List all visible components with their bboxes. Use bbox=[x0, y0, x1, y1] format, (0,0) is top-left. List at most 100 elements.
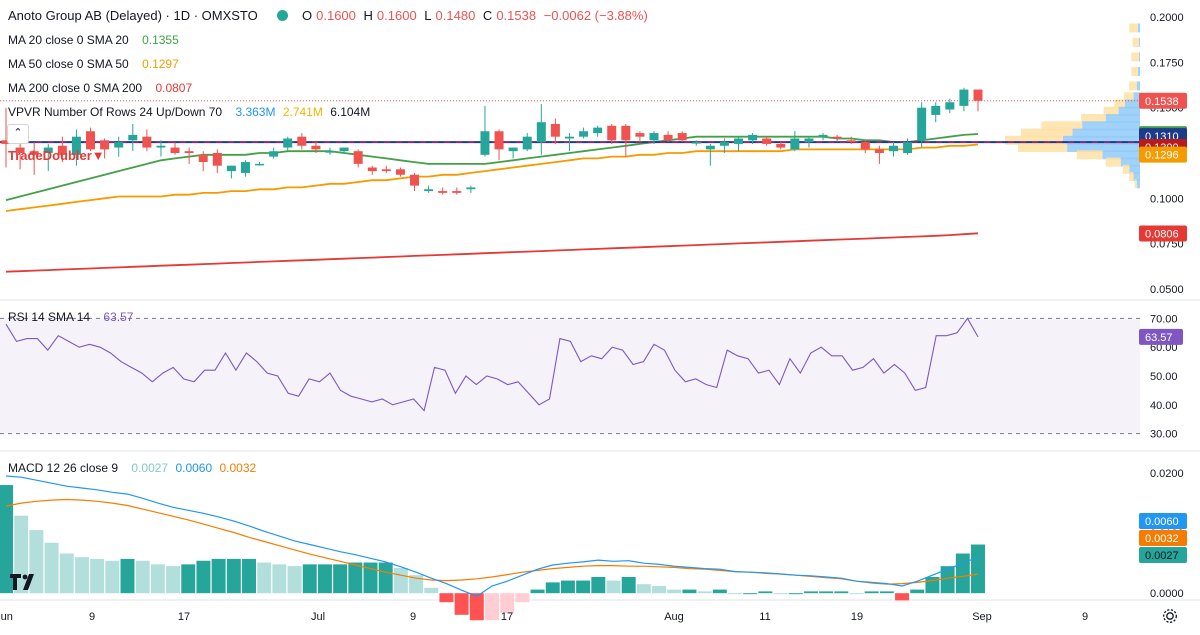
legend-rsi-label: RSI 14 SMA 14 bbox=[8, 310, 91, 324]
legend-macd[interactable]: MACD 12 26 close 9 0.0027 0.0060 0.0032 bbox=[8, 461, 260, 475]
macd-histogram-bar bbox=[120, 558, 135, 594]
vpvr-down-bar bbox=[1132, 37, 1139, 47]
ohlc-h-label: H bbox=[363, 8, 373, 23]
candle-body bbox=[593, 127, 603, 134]
vpvr-up-bar bbox=[1067, 143, 1140, 153]
vpvr-down-bar bbox=[1129, 172, 1134, 182]
legend-ma50[interactable]: MA 50 close 0 SMA 50 0.1297 bbox=[8, 57, 183, 71]
candle-body bbox=[381, 169, 391, 172]
vpvr-up-bar bbox=[1125, 99, 1140, 109]
candle-body bbox=[917, 107, 927, 141]
candle-body bbox=[269, 151, 279, 157]
candle-body bbox=[888, 145, 898, 152]
macd-histogram-bar bbox=[363, 562, 378, 594]
macd-label-text: 0.0060 bbox=[1145, 516, 1179, 528]
price-label-text: 0.1538 bbox=[1145, 96, 1179, 108]
macd-histogram-bar bbox=[500, 593, 515, 614]
candle-body bbox=[790, 138, 800, 150]
time-axis-tick: 17 bbox=[501, 611, 513, 623]
macd-histogram-bar bbox=[803, 591, 818, 594]
market-status-icon bbox=[277, 10, 289, 21]
rsi-band bbox=[0, 318, 1140, 434]
candle-body bbox=[100, 140, 110, 150]
macd-histogram-bar bbox=[895, 593, 910, 601]
time-axis-tick: 9 bbox=[1082, 611, 1088, 623]
macd-histogram-bar bbox=[515, 593, 530, 603]
candle-body bbox=[550, 124, 560, 137]
macd-histogram-bar bbox=[0, 485, 13, 594]
candle-body bbox=[536, 122, 546, 143]
macd-histogram-bar bbox=[545, 582, 560, 594]
macd-label-tag bbox=[1139, 513, 1187, 529]
ohlc-l-label: L bbox=[424, 8, 432, 23]
vpvr-up-bar bbox=[1137, 23, 1140, 33]
macd-histogram-bar bbox=[378, 562, 393, 594]
rsi-axis-tick: 30.00 bbox=[1150, 429, 1178, 441]
vpvr-up-bar bbox=[1062, 135, 1140, 145]
vpvr-up-bar bbox=[1120, 157, 1140, 167]
candle-body bbox=[564, 136, 574, 139]
candle-body bbox=[677, 133, 687, 141]
candle-body bbox=[818, 134, 828, 137]
tradingview-logo-icon[interactable] bbox=[8, 570, 38, 592]
rsi-label-tag bbox=[1139, 328, 1183, 345]
watermark-text: TradeDoubler bbox=[8, 148, 92, 163]
legend-vpvr-up: 3.363M bbox=[235, 105, 276, 119]
vpvr-up-bar bbox=[1072, 128, 1140, 138]
legend-ma200[interactable]: MA 200 close 0 SMA 200 0.0807 bbox=[8, 81, 196, 95]
legend-rsi-value: 63.57 bbox=[103, 310, 134, 324]
legend-macd-hist: 0.0027 bbox=[131, 461, 169, 475]
macd-histogram-bar bbox=[211, 558, 226, 594]
legend-ma20[interactable]: MA 20 close 0 SMA 20 0.1355 bbox=[8, 33, 183, 47]
candle-body bbox=[424, 189, 434, 192]
chevron-up-icon: ⌃ bbox=[13, 127, 23, 139]
macd-histogram-bar bbox=[955, 553, 970, 594]
candle-body bbox=[804, 138, 814, 143]
time-axis-tick: 9 bbox=[89, 611, 95, 623]
candle-body bbox=[198, 154, 208, 163]
collapse-legend-button[interactable]: ⌃ bbox=[7, 124, 29, 144]
macd-histogram-bar bbox=[196, 560, 211, 594]
candle-body bbox=[663, 134, 673, 141]
vpvr-down-bar bbox=[1105, 157, 1121, 167]
macd-histogram-bar bbox=[409, 575, 424, 594]
vpvr-up-bar bbox=[1133, 92, 1140, 102]
triangle-down-icon: ▼ bbox=[91, 148, 105, 163]
candle-body bbox=[86, 131, 96, 150]
candle-body bbox=[226, 165, 236, 172]
candle-body bbox=[480, 131, 490, 155]
candle-body bbox=[353, 151, 363, 164]
candle-body bbox=[128, 134, 138, 141]
legend-rsi[interactable]: RSI 14 SMA 14 63.57 bbox=[8, 310, 137, 324]
legend-ma200-value: 0.0807 bbox=[155, 81, 193, 95]
price-axis-tick: 0.1000 bbox=[1150, 193, 1184, 205]
ohlc-l-value: 0.1480 bbox=[435, 8, 476, 23]
macd-histogram-bar bbox=[287, 566, 302, 594]
candle-body bbox=[635, 133, 645, 137]
symbol-title[interactable]: Anoto Group AB (Delayed) · 1D · OMXSTO bbox=[8, 8, 258, 23]
price-label-text: 0.1296 bbox=[1145, 150, 1179, 162]
macd-histogram-bar bbox=[621, 576, 636, 594]
candle-body bbox=[43, 147, 53, 153]
price-label-tag bbox=[1139, 146, 1187, 163]
settings-gear-icon[interactable] bbox=[1161, 607, 1179, 625]
macd-histogram-bar bbox=[560, 580, 575, 594]
ohlc-o-label: O bbox=[302, 8, 313, 23]
vpvr-down-bar bbox=[1076, 150, 1103, 160]
candle-body bbox=[466, 187, 476, 190]
macd-histogram-bar bbox=[485, 593, 499, 621]
macd-histogram-bar bbox=[439, 593, 454, 603]
macd-histogram-bar bbox=[59, 553, 74, 594]
watermark-logo: TradeDoubler▼ bbox=[8, 148, 105, 163]
price-axis-tick: 0.0500 bbox=[1150, 284, 1184, 296]
candle-body bbox=[410, 174, 420, 186]
candle-body bbox=[142, 136, 152, 148]
macd-histogram-bar bbox=[788, 593, 803, 595]
ma50-line bbox=[5, 143, 979, 212]
macd-histogram-bar bbox=[667, 589, 682, 594]
vpvr-down-bar bbox=[1123, 92, 1134, 102]
candle-body bbox=[438, 191, 448, 193]
legend-vpvr[interactable]: VPVR Number Of Rows 24 Up/Down 70 3.363M… bbox=[8, 105, 374, 119]
